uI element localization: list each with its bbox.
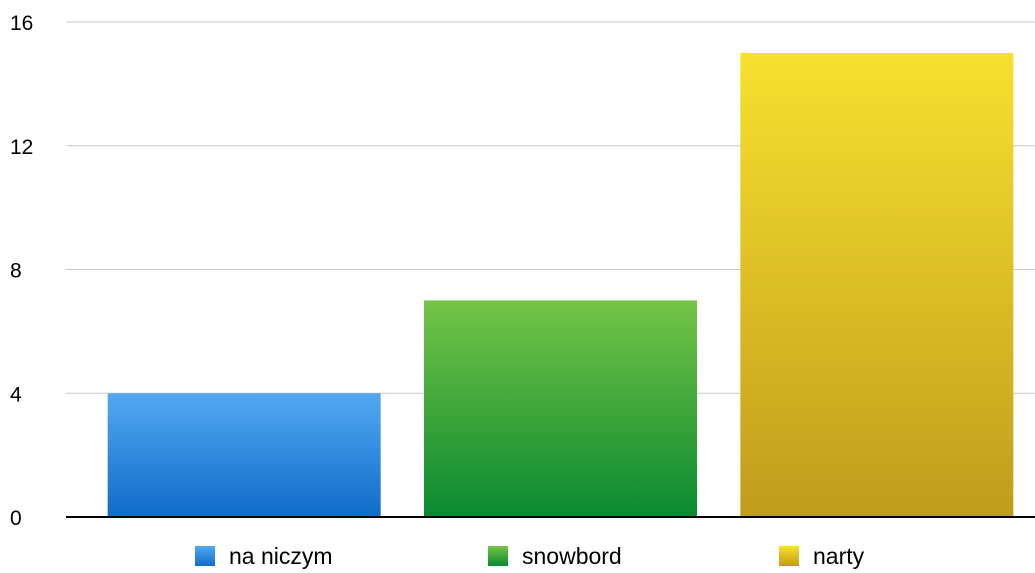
legend-swatch-snowbord	[488, 546, 508, 566]
y-tick-label: 16	[10, 12, 33, 35]
legend-label-narty: narty	[813, 542, 865, 569]
legend-swatch-na-niczym	[195, 546, 215, 566]
legend-label-snowbord: snowbord	[522, 542, 622, 569]
y-tick-label: 8	[10, 260, 22, 283]
legend-label-na-niczym: na niczym	[229, 542, 333, 569]
y-tick-label: 12	[10, 136, 33, 159]
legend-item-na-niczym: na niczym	[195, 540, 333, 572]
bar-snowbord	[424, 300, 697, 517]
y-axis-ticks: 0 4 8 12 16	[10, 12, 33, 530]
legend: na niczym snowbord narty	[0, 540, 1035, 572]
legend-item-narty: narty	[779, 540, 864, 572]
bar-narty	[740, 52, 1014, 517]
legend-item-snowbord: snowbord	[488, 540, 622, 572]
bars	[107, 52, 1014, 517]
y-tick-label: 4	[10, 383, 22, 406]
legend-swatch-narty	[779, 546, 799, 566]
bar-na-niczym	[107, 393, 381, 517]
y-tick-label: 0	[10, 507, 22, 530]
